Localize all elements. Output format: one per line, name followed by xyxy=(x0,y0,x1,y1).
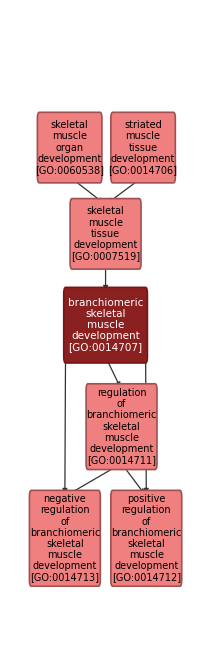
FancyBboxPatch shape xyxy=(64,287,147,363)
Text: skeletal
muscle
tissue
development
[GO:0007519]: skeletal muscle tissue development [GO:0… xyxy=(71,206,140,261)
Text: regulation
of
branchiomeric
skeletal
muscle
development
[GO:0014711]: regulation of branchiomeric skeletal mus… xyxy=(86,388,157,465)
FancyBboxPatch shape xyxy=(37,112,102,183)
FancyBboxPatch shape xyxy=(111,112,175,183)
FancyBboxPatch shape xyxy=(86,384,157,470)
FancyBboxPatch shape xyxy=(70,198,141,269)
Text: striated
muscle
tissue
development
[GO:0014706]: striated muscle tissue development [GO:0… xyxy=(109,120,178,175)
Text: negative
regulation
of
branchiomeric
skeletal
muscle
development
[GO:0014713]: negative regulation of branchiomeric ske… xyxy=(30,494,100,583)
Text: branchiomeric
skeletal
muscle
development
[GO:0014707]: branchiomeric skeletal muscle developmen… xyxy=(68,298,143,353)
Text: positive
regulation
of
branchiomeric
skeletal
muscle
development
[GO:0014712]: positive regulation of branchiomeric ske… xyxy=(111,494,181,583)
FancyBboxPatch shape xyxy=(111,490,182,587)
Text: skeletal
muscle
organ
development
[GO:0060538]: skeletal muscle organ development [GO:00… xyxy=(35,120,104,175)
FancyBboxPatch shape xyxy=(29,490,100,587)
